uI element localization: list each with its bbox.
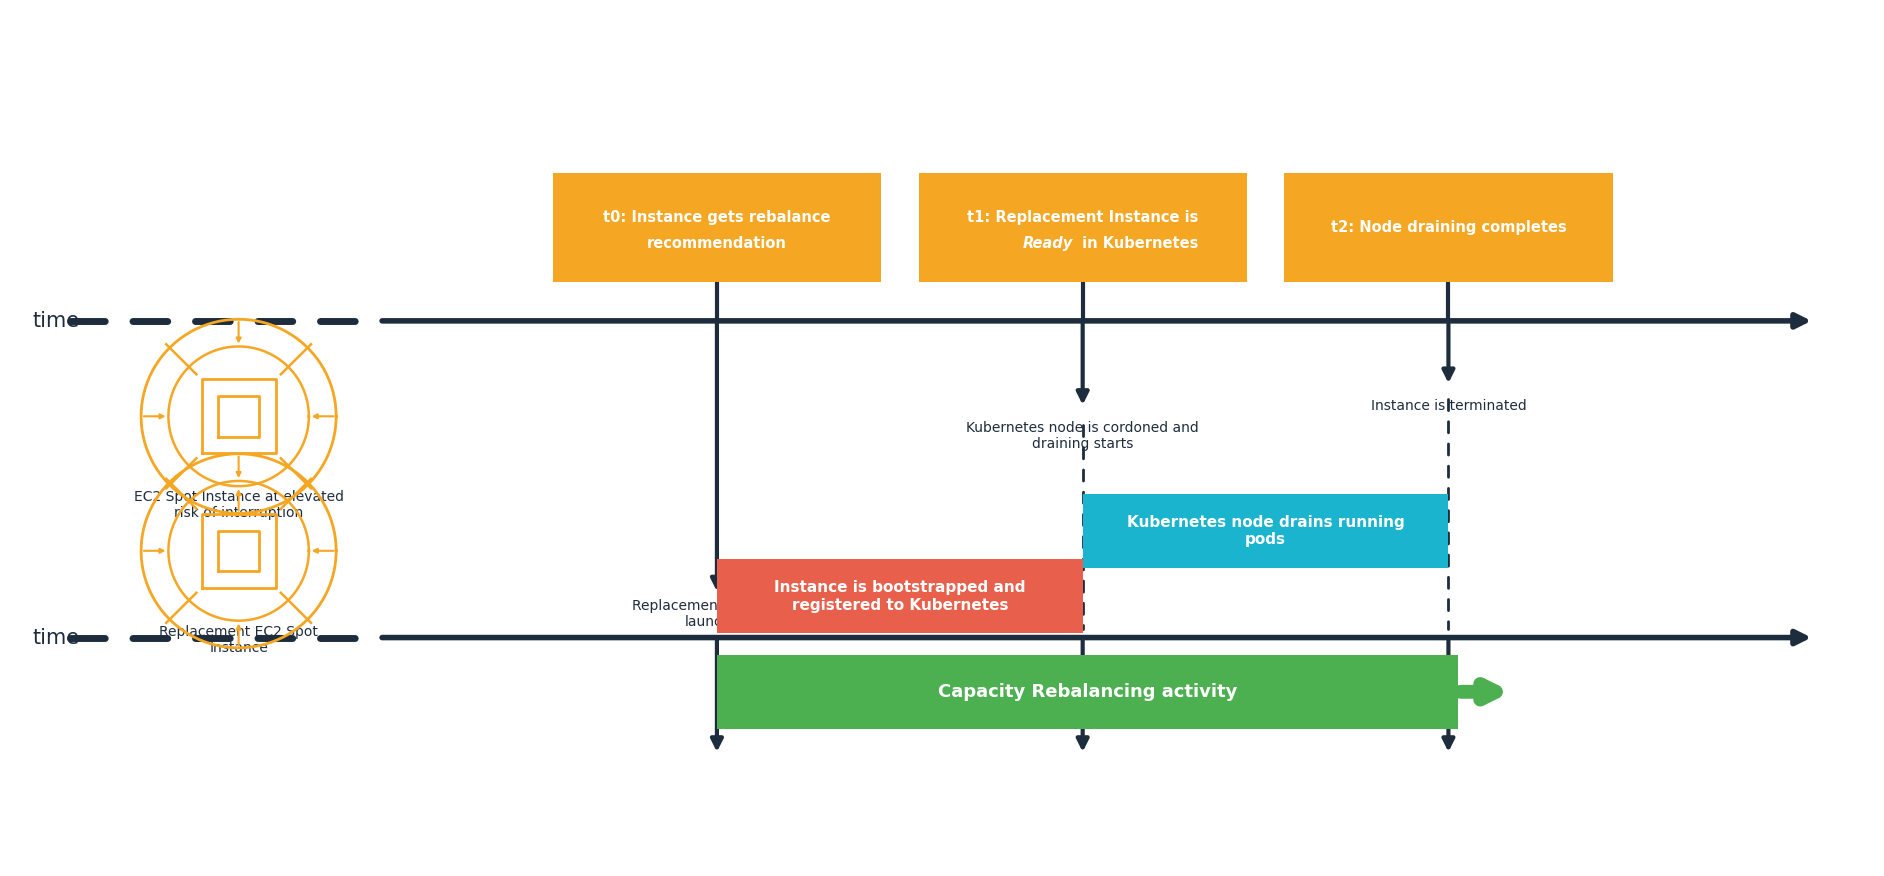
Text: Kubernetes node drains running
pods: Kubernetes node drains running pods (1127, 515, 1404, 548)
Text: EC2 Spot Instance at elevated
risk of interruption: EC2 Spot Instance at elevated risk of in… (134, 490, 343, 520)
FancyBboxPatch shape (1083, 494, 1449, 569)
Text: Capacity Rebalancing activity: Capacity Rebalancing activity (938, 682, 1238, 701)
Text: Kubernetes node is cordoned and
draining starts: Kubernetes node is cordoned and draining… (966, 420, 1198, 451)
Text: t0: Instance gets rebalance: t0: Instance gets rebalance (603, 209, 831, 224)
Text: Instance is bootstrapped and
registered to Kubernetes: Instance is bootstrapped and registered … (774, 580, 1025, 612)
Text: t1: Replacement Instance is: t1: Replacement Instance is (966, 209, 1198, 224)
Text: recommendation: recommendation (646, 236, 788, 251)
Text: Instance is terminated: Instance is terminated (1370, 399, 1526, 413)
Text: time: time (32, 627, 79, 647)
Text: time: time (32, 311, 79, 331)
FancyBboxPatch shape (919, 173, 1247, 282)
FancyBboxPatch shape (718, 655, 1458, 729)
Text: in Kubernetes: in Kubernetes (1078, 236, 1198, 251)
Text: Replacement instance is
launched: Replacement instance is launched (631, 598, 803, 629)
Text: t2: Node draining completes: t2: Node draining completes (1330, 220, 1566, 235)
Text: Replacement EC2 Spot
Instance: Replacement EC2 Spot Instance (158, 625, 318, 654)
FancyBboxPatch shape (552, 173, 882, 282)
Text: Ready: Ready (1023, 236, 1074, 251)
FancyBboxPatch shape (718, 560, 1083, 633)
FancyBboxPatch shape (1285, 173, 1613, 282)
